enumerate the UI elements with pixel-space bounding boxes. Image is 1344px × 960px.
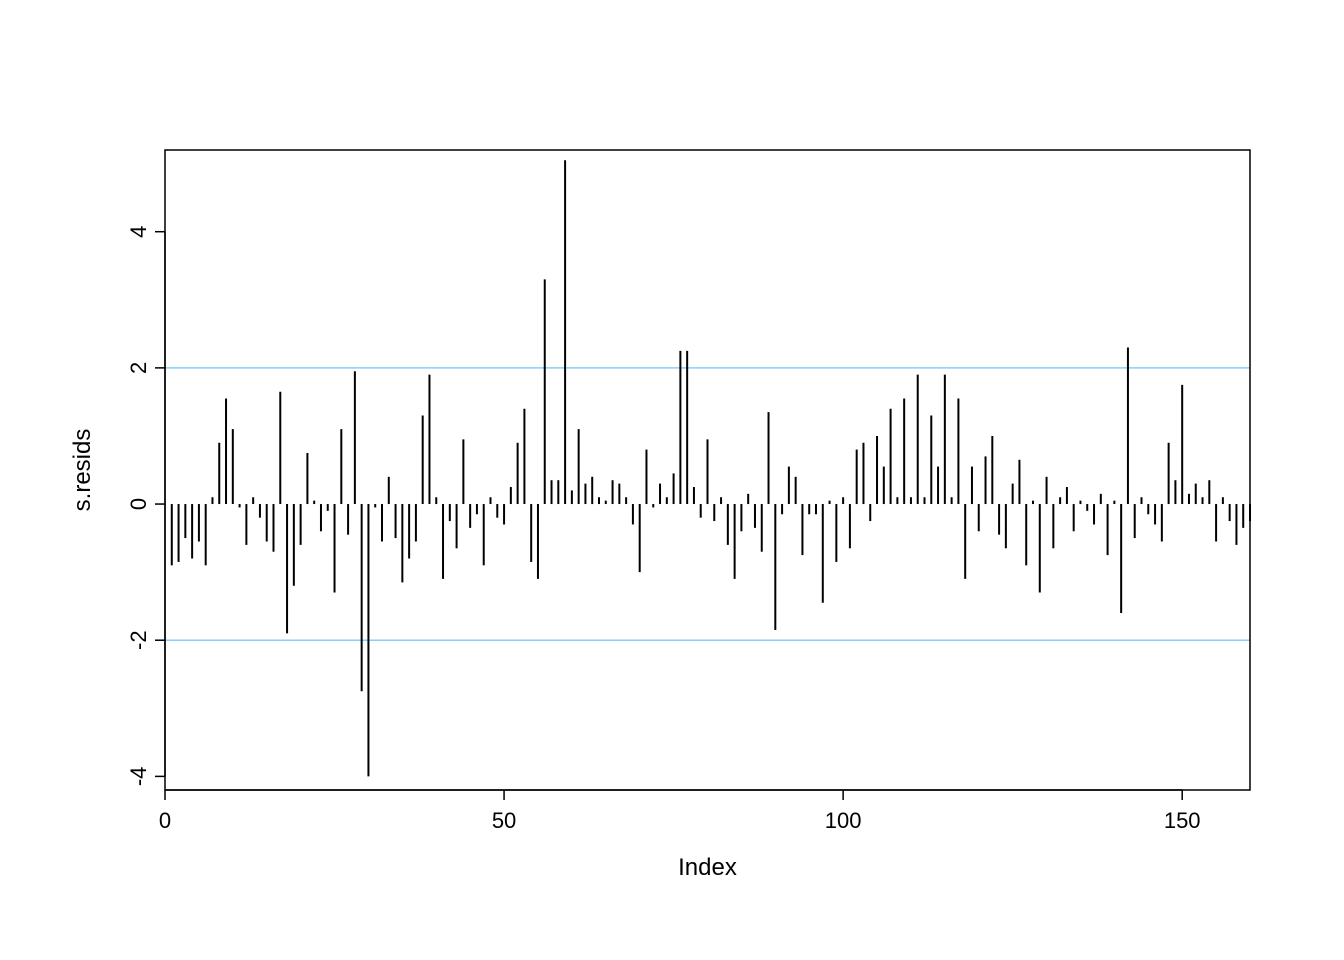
x-axis-label: Index [678, 854, 737, 881]
x-tick-label: 50 [492, 808, 516, 833]
y-tick-label: -4 [126, 767, 151, 787]
y-axis-label: s.resids [69, 429, 96, 512]
y-tick-label: 0 [126, 498, 151, 510]
x-tick-label: 100 [825, 808, 862, 833]
x-tick-label: 150 [1164, 808, 1201, 833]
y-tick-label: 4 [126, 226, 151, 238]
y-tick-label: 2 [126, 362, 151, 374]
x-tick-label: 0 [159, 808, 171, 833]
y-tick-label: -2 [126, 630, 151, 650]
chart-container: 0 50 100 150 -4 -2 0 2 4 Index s.resids [0, 0, 1344, 960]
residuals-chart: 0 50 100 150 -4 -2 0 2 4 Index s.resids [0, 0, 1344, 960]
